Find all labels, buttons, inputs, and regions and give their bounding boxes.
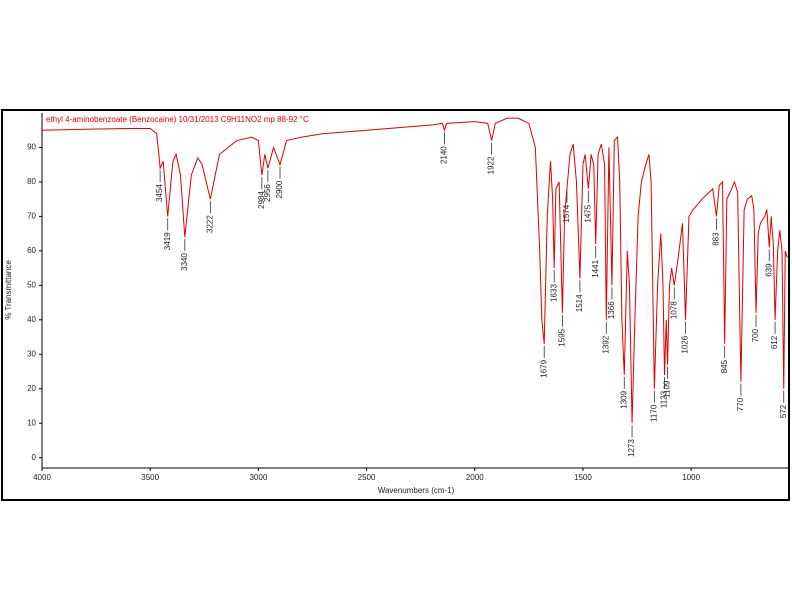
x-tick-label: 3000 — [249, 473, 267, 482]
x-tick-label: 1000 — [682, 473, 700, 482]
peak-label: 2956 — [263, 184, 272, 202]
x-tick-label: 1500 — [574, 473, 592, 482]
peak-label: 1441 — [591, 259, 600, 277]
peak-label: 1475 — [583, 204, 592, 222]
peak-label: 3340 — [180, 253, 189, 271]
y-tick-label: 80 — [27, 177, 36, 186]
peak-label: 612 — [770, 335, 779, 349]
y-tick-label: 10 — [27, 418, 36, 427]
y-tick-label: 0 — [32, 453, 37, 462]
y-tick-label: 50 — [27, 280, 36, 289]
y-tick-label: 40 — [27, 315, 36, 324]
y-tick-label: 60 — [27, 246, 36, 255]
peak-label: 770 — [736, 397, 745, 411]
x-tick-label: 3500 — [141, 473, 159, 482]
peak-label: 1574 — [562, 204, 571, 222]
peak-label: 1170 — [649, 404, 658, 422]
peak-label: 1123 — [660, 390, 669, 408]
peak-label: 1392 — [601, 335, 610, 353]
peak-label: 2900 — [275, 180, 284, 198]
y-tick-label: 20 — [27, 384, 36, 393]
peak-label: 1078 — [669, 301, 678, 319]
chart-title: ethyl 4-aminobenzoate (Benzocaine) 10/31… — [46, 115, 309, 124]
spectrum-line — [41, 117, 788, 424]
peak-label: 883 — [712, 232, 721, 246]
peak-label: 3454 — [155, 184, 164, 202]
x-axis-label: Wavenumbers (cm-1) — [378, 486, 455, 495]
y-axis-label: % Transmittance — [4, 260, 13, 320]
peak-label: 700 — [751, 328, 760, 342]
peak-label: 3222 — [205, 215, 214, 233]
peak-label: 1514 — [575, 294, 584, 312]
frame — [1, 109, 790, 501]
y-tick-label: 30 — [27, 349, 36, 358]
peak-label: 1273 — [627, 439, 636, 457]
peak-label: 1366 — [607, 301, 616, 319]
peak-label: 845 — [720, 359, 729, 373]
peak-label: 639 — [764, 263, 773, 277]
x-tick-label: 2500 — [358, 473, 376, 482]
peak-label: 572 — [779, 404, 788, 418]
peak-label: 2140 — [440, 146, 449, 164]
peak-label: 2984 — [257, 190, 266, 208]
peak-label: 1309 — [619, 390, 628, 408]
peak-label: 1922 — [487, 156, 496, 174]
peak-label: 1595 — [557, 328, 566, 346]
y-tick-label: 70 — [27, 212, 36, 221]
y-tick-label: 90 — [27, 143, 36, 152]
peak-label: 1109 — [663, 380, 672, 398]
peak-label: 3419 — [163, 232, 172, 250]
x-tick-label: 4000 — [33, 473, 51, 482]
peak-label: 1633 — [549, 284, 558, 302]
x-tick-label: 2000 — [466, 473, 484, 482]
peak-label: 1679 — [539, 359, 548, 377]
peak-label: 1026 — [681, 335, 690, 353]
